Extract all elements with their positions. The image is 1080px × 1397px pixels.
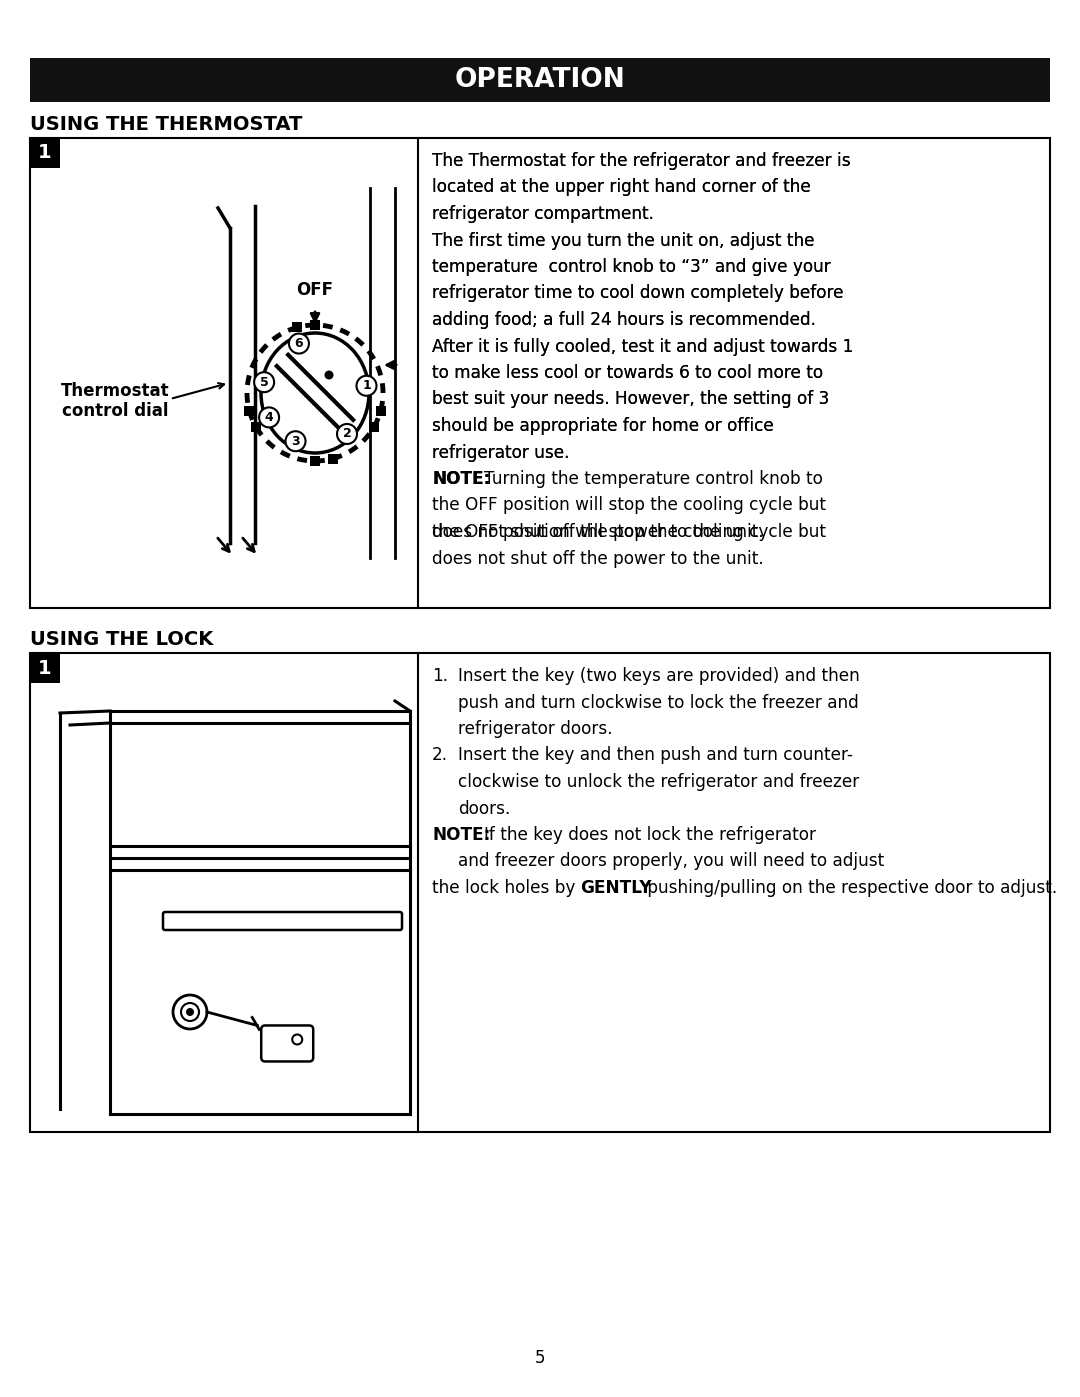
Bar	[244, 405, 254, 415]
Text: doors.: doors.	[458, 799, 511, 817]
Text: 1: 1	[38, 144, 52, 162]
Text: located at the upper right hand corner of the: located at the upper right hand corner o…	[432, 179, 811, 197]
Text: NOTE:: NOTE:	[432, 826, 490, 844]
Text: 1: 1	[38, 658, 52, 678]
Text: refrigerator doors.: refrigerator doors.	[458, 719, 612, 738]
Circle shape	[254, 372, 274, 393]
Text: 4: 4	[265, 411, 273, 423]
Text: adding food; a full 24 hours is recommended.: adding food; a full 24 hours is recommen…	[432, 312, 816, 330]
Bar	[30, 138, 60, 168]
Text: refrigerator use.: refrigerator use.	[432, 443, 569, 461]
Text: USING THE LOCK: USING THE LOCK	[30, 630, 213, 650]
Text: NOTE:: NOTE:	[432, 469, 490, 488]
Text: 5: 5	[260, 376, 269, 388]
Text: the lock holes by: the lock holes by	[432, 879, 581, 897]
Text: best suit your needs. However, the setting of 3: best suit your needs. However, the setti…	[432, 391, 829, 408]
Text: temperature  control knob to “3” and give your: temperature control knob to “3” and give…	[432, 258, 831, 277]
Circle shape	[337, 423, 357, 444]
Circle shape	[173, 995, 207, 1030]
Circle shape	[324, 370, 334, 380]
Text: to make less cool or towards 6 to cool more to: to make less cool or towards 6 to cool m…	[432, 365, 823, 381]
Text: refrigerator time to cool down completely before: refrigerator time to cool down completel…	[432, 285, 843, 303]
Text: 1: 1	[362, 379, 370, 393]
Text: The first time you turn the unit on, adjust the: The first time you turn the unit on, adj…	[432, 232, 814, 250]
Bar	[376, 405, 386, 415]
Bar	[369, 422, 379, 432]
Bar	[310, 455, 320, 467]
Text: push and turn clockwise to lock the freezer and: push and turn clockwise to lock the free…	[458, 693, 859, 711]
Text: USING THE THERMOSTAT: USING THE THERMOSTAT	[30, 115, 302, 134]
Bar	[30, 652, 1050, 1132]
Text: 1.: 1.	[432, 666, 448, 685]
Circle shape	[181, 1003, 199, 1021]
Text: Insert the key and then push and turn counter-: Insert the key and then push and turn co…	[458, 746, 853, 764]
Text: refrigerator compartment.: refrigerator compartment.	[432, 205, 654, 224]
Text: pushing/pulling on the respective door to adjust.: pushing/pulling on the respective door t…	[642, 879, 1057, 897]
Text: 2: 2	[342, 427, 351, 440]
Text: GENTLY: GENTLY	[580, 879, 651, 897]
Text: clockwise to unlock the refrigerator and freezer: clockwise to unlock the refrigerator and…	[458, 773, 860, 791]
Circle shape	[285, 432, 306, 451]
Text: the OFF position will stop the cooling cycle but: the OFF position will stop the cooling c…	[432, 522, 826, 541]
Ellipse shape	[261, 332, 369, 453]
Bar	[30, 652, 60, 683]
Text: should be appropriate for home or office: should be appropriate for home or office	[432, 416, 773, 434]
Circle shape	[293, 1034, 302, 1045]
Text: OFF: OFF	[297, 281, 334, 299]
Text: adding food; a full 24 hours is recommended.: adding food; a full 24 hours is recommen…	[432, 312, 816, 330]
Text: NOTE:: NOTE:	[432, 469, 490, 488]
Circle shape	[289, 334, 309, 353]
Text: 2.: 2.	[432, 746, 448, 764]
Text: The first time you turn the unit on, adjust the: The first time you turn the unit on, adj…	[432, 232, 814, 250]
Bar	[310, 320, 320, 330]
Text: refrigerator compartment.: refrigerator compartment.	[432, 205, 654, 224]
Text: to make less cool or towards 6 to cool more to: to make less cool or towards 6 to cool m…	[432, 365, 823, 381]
Bar	[252, 422, 261, 432]
Text: does not shut off the power to the unit.: does not shut off the power to the unit.	[432, 549, 764, 567]
Text: OPERATION: OPERATION	[455, 67, 625, 94]
Text: temperature  control knob to “3” and give your: temperature control knob to “3” and give…	[432, 258, 831, 277]
FancyBboxPatch shape	[261, 1025, 313, 1062]
Text: Turning the temperature control knob to: Turning the temperature control knob to	[484, 469, 823, 488]
Text: should be appropriate for home or office: should be appropriate for home or office	[432, 416, 773, 434]
Text: The Thermostat for the refrigerator and freezer is: The Thermostat for the refrigerator and …	[432, 152, 851, 170]
Circle shape	[356, 376, 377, 395]
Circle shape	[259, 408, 279, 427]
Text: 5: 5	[535, 1350, 545, 1368]
Bar	[293, 323, 302, 332]
Text: and freezer doors properly, you will need to adjust: and freezer doors properly, you will nee…	[458, 852, 885, 870]
Text: 3: 3	[292, 434, 300, 447]
Bar	[30, 138, 1050, 608]
Text: After it is fully cooled, test it and adjust towards 1: After it is fully cooled, test it and ad…	[432, 338, 853, 355]
Text: does not shut off the power to the unit.: does not shut off the power to the unit.	[432, 522, 764, 541]
Text: Insert the key (two keys are provided) and then: Insert the key (two keys are provided) a…	[458, 666, 860, 685]
Text: 6: 6	[295, 337, 303, 351]
Text: refrigerator use.: refrigerator use.	[432, 443, 569, 461]
Text: refrigerator time to cool down completely before: refrigerator time to cool down completel…	[432, 285, 843, 303]
Bar	[30, 59, 1050, 102]
Text: The Thermostat for the refrigerator and freezer is: The Thermostat for the refrigerator and …	[432, 152, 851, 170]
Text: If the key does not lock the refrigerator: If the key does not lock the refrigerato…	[484, 826, 816, 844]
Text: the OFF position will stop the cooling cycle but: the OFF position will stop the cooling c…	[432, 496, 826, 514]
Text: best suit your needs. However, the setting of 3: best suit your needs. However, the setti…	[432, 391, 829, 408]
Bar	[327, 454, 338, 464]
FancyBboxPatch shape	[163, 912, 402, 930]
Text: Thermostat
control dial: Thermostat control dial	[60, 381, 170, 420]
Text: After it is fully cooled, test it and adjust towards 1: After it is fully cooled, test it and ad…	[432, 338, 853, 355]
Text: located at the upper right hand corner of the: located at the upper right hand corner o…	[432, 179, 811, 197]
Circle shape	[186, 1009, 194, 1016]
